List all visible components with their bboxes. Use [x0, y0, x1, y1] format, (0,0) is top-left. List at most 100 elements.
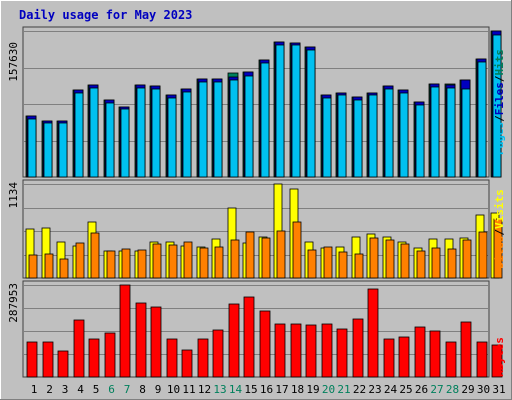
traffic-bar-pages-day-24 [384, 88, 394, 178]
traffic-bar-pages-day-19 [306, 49, 316, 178]
visits-bar-sites-day-16 [261, 237, 271, 279]
x-tick-label-day-8: 8 [139, 383, 146, 396]
x-tick-label-day-12: 12 [198, 383, 211, 396]
traffic-bar-pages-day-28 [446, 87, 456, 178]
x-tick-label-day-31: 31 [492, 383, 505, 396]
traffic-bar-pages-day-4 [74, 92, 84, 178]
traffic-bar-pages-day-25 [399, 92, 409, 178]
kbytes-bar-kbytes-day-8 [135, 302, 147, 378]
visits-bar-sites-day-4 [75, 242, 85, 279]
kbytes-bar-kbytes-day-5 [88, 338, 100, 378]
visits-bar-sites-day-28 [447, 248, 457, 279]
kbytes-bar-kbytes-day-29 [460, 321, 472, 378]
visits-bar-sites-day-29 [462, 239, 472, 279]
traffic-bar-pages-day-10 [167, 97, 177, 178]
kbytes-bar-kbytes-day-15 [243, 296, 255, 378]
traffic-bar-pages-day-1 [27, 118, 37, 178]
kbytes-bar-kbytes-day-25 [398, 336, 410, 378]
kbytes-legend: KBytes [493, 337, 506, 377]
visits-bar-sites-day-1 [28, 254, 38, 279]
traffic-bar-pages-day-11 [182, 91, 192, 178]
x-tick-label-day-28: 28 [446, 383, 459, 396]
visits-bar-sites-day-10 [168, 244, 178, 279]
visits-bar-sites-day-13 [214, 246, 224, 279]
kbytes-bar-kbytes-day-3 [57, 350, 69, 378]
traffic-bar-pages-day-12 [198, 81, 208, 178]
x-tick-label-day-5: 5 [93, 383, 100, 396]
traffic-bars [25, 30, 502, 178]
traffic-bar-pages-day-8 [136, 87, 146, 178]
visits-bar-sites-day-9 [152, 243, 162, 279]
legend-hits: Hits [493, 49, 506, 76]
visits-bar-sites-day-7 [121, 248, 131, 279]
x-tick-label-day-4: 4 [77, 383, 84, 396]
kbytes-bar-kbytes-day-24 [383, 338, 395, 378]
visits-bar-sites-day-14 [230, 239, 240, 279]
x-tick-label-day-11: 11 [182, 383, 195, 396]
traffic-bar-pages-day-14 [229, 79, 239, 178]
visits-bar-sites-day-6 [106, 250, 116, 279]
kbytes-bar-kbytes-day-11 [181, 349, 193, 378]
traffic-bar-pages-day-31 [492, 34, 502, 178]
traffic-bar-pages-day-17 [275, 44, 285, 178]
x-tick-label-day-15: 15 [244, 383, 257, 396]
visits-bar-sites-day-12 [199, 247, 209, 279]
kbytes-bar-kbytes-day-6 [104, 332, 116, 378]
visits-bar-sites-day-2 [44, 253, 54, 279]
traffic-bar-pages-day-26 [415, 104, 425, 178]
visits-bar-sites-day-24 [385, 239, 395, 279]
kbytes-bars [26, 284, 503, 378]
x-tick-label-day-6: 6 [108, 383, 115, 396]
traffic-bar-pages-day-18 [291, 44, 301, 178]
visits-bar-sites-day-11 [183, 241, 193, 279]
kbytes-bar-kbytes-day-17 [274, 323, 286, 378]
visits-bar-sites-day-18 [292, 221, 302, 279]
x-tick-label-day-10: 10 [167, 383, 180, 396]
visits-panel [22, 179, 503, 279]
visits-bar-sites-day-21 [338, 251, 348, 279]
traffic-bar-pages-day-29 [461, 88, 471, 178]
visits-bar-sites-day-22 [354, 253, 364, 279]
visits-bar-sites-day-15 [245, 231, 255, 279]
visits-bar-sites-day-3 [59, 258, 69, 279]
traffic-bar-pages-day-15 [244, 75, 254, 178]
kbytes-bar-kbytes-day-12 [197, 338, 209, 378]
x-tick-label-day-25: 25 [399, 383, 412, 396]
x-tick-label-day-20: 20 [322, 383, 335, 396]
x-tick-label-day-7: 7 [124, 383, 131, 396]
x-tick-label-day-2: 2 [46, 383, 53, 396]
visits-bar-sites-day-5 [90, 232, 100, 279]
kbytes-plot-area [22, 280, 490, 378]
kbytes-bar-kbytes-day-1 [26, 341, 38, 378]
x-tick-label-day-14: 14 [229, 383, 243, 396]
visits-bar-sites-day-17 [276, 230, 286, 279]
visits-plot-area [22, 179, 490, 279]
traffic-bar-pages-day-2 [43, 122, 53, 178]
traffic-scale-max: 157630 [7, 42, 20, 82]
kbytes-bar-kbytes-day-30 [476, 341, 488, 378]
x-tick-label-day-3: 3 [62, 383, 69, 396]
traffic-bar-pages-day-6 [105, 102, 115, 178]
kbytes-bar-kbytes-day-22 [352, 318, 364, 378]
visits-bar-sites-day-26 [416, 250, 426, 279]
x-tick-label-day-16: 16 [260, 383, 273, 396]
kbytes-bar-kbytes-day-9 [150, 306, 162, 378]
x-tick-label-day-1: 1 [31, 383, 38, 396]
legend-sites: Sites [493, 236, 506, 269]
x-tick-label-day-13: 13 [213, 383, 226, 396]
x-tick-label-day-24: 24 [384, 383, 398, 396]
traffic-bar-pages-day-23 [368, 94, 378, 178]
traffic-plot-area [22, 26, 490, 178]
legend-files: Files [493, 82, 506, 115]
x-tick-label-day-18: 18 [291, 383, 304, 396]
kbytes-scale-max: 287953 [7, 283, 20, 323]
visits-bar-sites-day-27 [431, 247, 441, 279]
traffic-bar-pages-day-22 [353, 99, 363, 178]
traffic-bar-pages-day-20 [322, 97, 332, 178]
visits-bar-sites-day-8 [137, 249, 147, 279]
chart-title: Daily usage for May 2023 [19, 8, 192, 22]
x-tick-label-day-17: 17 [275, 383, 288, 396]
traffic-bar-pages-day-3 [58, 122, 68, 178]
traffic-legend: Pages/Files/Hits [493, 49, 506, 155]
